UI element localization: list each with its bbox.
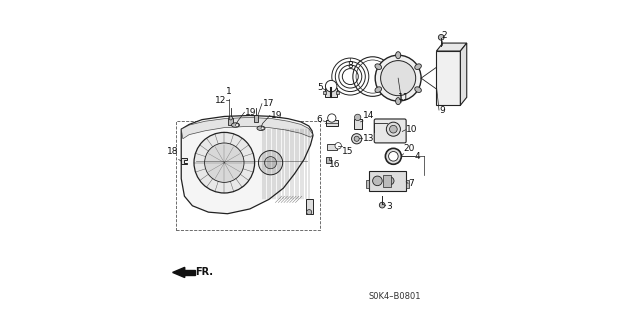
Circle shape (388, 152, 398, 161)
Bar (383, 175, 391, 187)
Circle shape (372, 176, 382, 186)
Polygon shape (173, 267, 185, 278)
Circle shape (387, 177, 394, 185)
Circle shape (335, 143, 341, 149)
Circle shape (228, 116, 232, 120)
Bar (369, 171, 406, 191)
Text: 14: 14 (363, 111, 374, 120)
Text: 19: 19 (245, 108, 257, 117)
Circle shape (194, 132, 255, 193)
Text: 17: 17 (262, 99, 274, 108)
Bar (228, 118, 233, 125)
Text: 6: 6 (317, 115, 323, 124)
Text: 10: 10 (406, 125, 418, 134)
Circle shape (381, 61, 416, 96)
Bar (306, 199, 313, 214)
Bar (254, 115, 259, 122)
Ellipse shape (236, 124, 239, 126)
Circle shape (387, 122, 401, 136)
Text: 1: 1 (226, 87, 232, 96)
Text: 8: 8 (348, 61, 353, 70)
Circle shape (328, 114, 336, 122)
Text: 11: 11 (398, 93, 410, 102)
Bar (325, 88, 337, 97)
Bar (365, 180, 369, 188)
Ellipse shape (232, 123, 239, 127)
Circle shape (385, 148, 401, 164)
Text: 16: 16 (328, 160, 340, 169)
Polygon shape (181, 117, 313, 139)
FancyBboxPatch shape (374, 119, 406, 143)
Ellipse shape (375, 64, 381, 70)
Ellipse shape (375, 87, 381, 93)
Bar (177, 121, 320, 230)
Bar (327, 144, 337, 150)
Text: 7: 7 (409, 179, 415, 188)
Text: 20: 20 (404, 144, 415, 153)
Polygon shape (460, 43, 467, 105)
Bar (326, 157, 331, 163)
Bar (326, 120, 337, 126)
Text: 9: 9 (440, 106, 445, 115)
Ellipse shape (415, 87, 421, 93)
Ellipse shape (396, 52, 401, 59)
Circle shape (351, 134, 362, 144)
Ellipse shape (261, 127, 264, 130)
Text: FR.: FR. (196, 267, 214, 278)
Text: 19: 19 (271, 111, 282, 120)
Polygon shape (436, 43, 467, 51)
Bar (184, 270, 195, 275)
Text: 4: 4 (415, 152, 420, 161)
Ellipse shape (415, 64, 421, 70)
Ellipse shape (257, 126, 265, 130)
Polygon shape (181, 115, 313, 214)
Circle shape (354, 136, 359, 141)
Text: 5: 5 (317, 83, 323, 92)
Circle shape (259, 151, 283, 175)
Text: 15: 15 (342, 147, 354, 156)
Bar (354, 119, 362, 129)
Text: 12: 12 (214, 96, 226, 105)
Bar (436, 51, 460, 105)
Text: 3: 3 (387, 202, 392, 211)
Circle shape (380, 202, 385, 208)
Text: 2: 2 (442, 31, 447, 40)
Bar (406, 180, 410, 188)
Ellipse shape (396, 98, 401, 105)
Text: 13: 13 (363, 134, 374, 143)
Circle shape (355, 114, 361, 121)
Circle shape (325, 80, 337, 92)
Circle shape (375, 55, 421, 101)
Text: 18: 18 (167, 147, 179, 156)
Circle shape (438, 34, 444, 40)
Circle shape (264, 157, 276, 169)
Circle shape (205, 143, 244, 182)
Polygon shape (181, 158, 187, 164)
Bar (323, 91, 326, 94)
Bar (336, 91, 339, 94)
Circle shape (307, 210, 312, 215)
Text: S0K4–B0801: S0K4–B0801 (369, 293, 421, 301)
Circle shape (390, 125, 397, 133)
